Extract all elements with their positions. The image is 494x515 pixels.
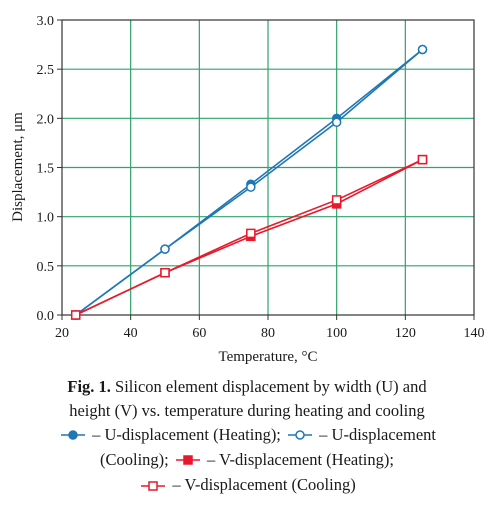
y-tick-label: 0.0 — [37, 309, 55, 324]
legend-symbol-svg — [175, 455, 200, 466]
legend-symbol-v-cooling — [140, 475, 166, 499]
legend-marker — [68, 430, 78, 440]
x-tick-label: 80 — [261, 326, 275, 341]
legend-marker — [295, 430, 305, 440]
legend-text-u-heating: – U-displacement (Heating); — [88, 425, 286, 444]
data-point — [417, 154, 428, 165]
x-tick-label: 40 — [124, 326, 138, 341]
legend-symbol-svg — [61, 430, 85, 440]
y-tick-label: 1.5 — [37, 162, 55, 177]
legend-symbol-v-heating — [175, 449, 201, 473]
y-tick-label: 2.5 — [37, 63, 55, 78]
x-tick-label: 20 — [55, 326, 69, 341]
legend-symbol-svg — [141, 480, 166, 491]
x-tick-label: 60 — [192, 326, 206, 341]
y-axis-label: Displacement, μm — [10, 112, 26, 222]
data-point — [160, 244, 170, 254]
legend-marker — [148, 480, 159, 491]
data-point — [331, 117, 342, 128]
y-tick-label: 2.0 — [37, 112, 55, 127]
data-point — [246, 228, 256, 239]
caption-line-1: Silicon element displacement by width (U… — [110, 377, 427, 396]
y-tick-label: 3.0 — [37, 14, 55, 29]
caption-line-2: height (V) vs. temperature during heatin… — [69, 401, 425, 420]
legend-symbol-u-cooling — [287, 424, 313, 448]
legend-prefix-cooling: (Cooling); — [100, 450, 173, 470]
grid-lines — [57, 19, 475, 320]
y-tick-label: 0.5 — [37, 260, 55, 275]
figure-caption: Fig. 1. Silicon element displacement by … — [0, 375, 494, 499]
plot-frame — [61, 19, 475, 316]
data-point — [160, 267, 170, 278]
legend-symbol-u-heating — [60, 424, 86, 448]
legend-symbol-svg — [288, 430, 313, 440]
legend-marker — [183, 455, 193, 466]
figure-label: Fig. 1. — [67, 377, 111, 396]
x-tick-label: 100 — [326, 326, 347, 341]
x-tick-label: 120 — [395, 326, 416, 341]
legend-text-v-heating: – V-displacement (Heating); — [202, 450, 394, 470]
x-axis-label: Temperature, °C — [218, 349, 317, 365]
chart-series — [70, 44, 428, 320]
tick-labels: 20 40 60 80 100 120 140 0.0 0.5 1.0 1.5 2.0 2.5 3.0 — [37, 14, 485, 341]
x-tick-label: 140 — [464, 326, 485, 341]
data-point — [331, 195, 342, 205]
displacement-chart: 20 40 60 80 100 120 140 0.0 0.5 1.0 1.5 2.0 2.5 3.0 T… — [10, 14, 485, 365]
data-point — [70, 310, 81, 320]
y-tick-label: 1.0 — [37, 211, 55, 226]
legend-text-v-cooling: – V-displacement (Cooling) — [168, 475, 356, 495]
data-point — [417, 44, 428, 55]
legend-text-u-cooling: – U-displacement — [315, 425, 436, 444]
data-point — [246, 182, 256, 192]
